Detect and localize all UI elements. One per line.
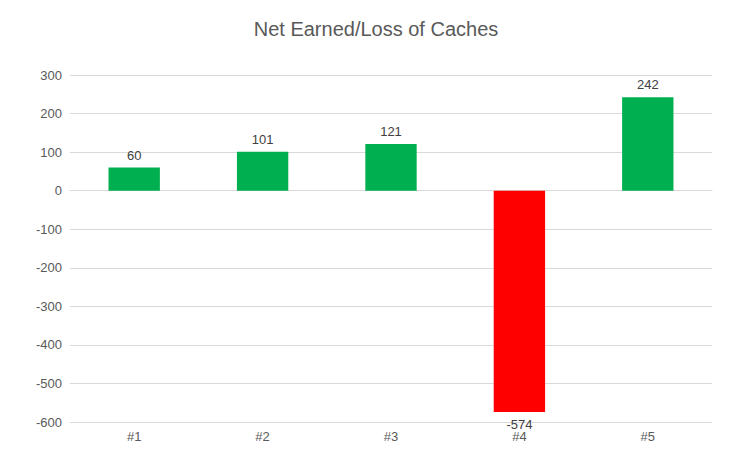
svg-text:-200: -200 bbox=[36, 260, 62, 275]
svg-text:-400: -400 bbox=[36, 337, 62, 352]
svg-text:121: 121 bbox=[380, 124, 402, 139]
svg-text:#2: #2 bbox=[255, 429, 269, 444]
svg-text:-300: -300 bbox=[36, 299, 62, 314]
svg-text:#3: #3 bbox=[384, 429, 398, 444]
svg-text:101: 101 bbox=[252, 132, 274, 147]
svg-text:300: 300 bbox=[40, 68, 62, 83]
svg-text:Net Earned/Loss of Caches: Net Earned/Loss of Caches bbox=[254, 18, 499, 40]
svg-text:0: 0 bbox=[55, 183, 62, 198]
svg-text:242: 242 bbox=[637, 77, 659, 92]
svg-text:-574: -574 bbox=[506, 417, 532, 432]
svg-text:-500: -500 bbox=[36, 376, 62, 391]
svg-text:-100: -100 bbox=[36, 222, 62, 237]
svg-text:-600: -600 bbox=[36, 415, 62, 430]
svg-text:200: 200 bbox=[40, 106, 62, 121]
svg-text:#5: #5 bbox=[641, 429, 655, 444]
svg-text:60: 60 bbox=[127, 148, 141, 163]
svg-text:100: 100 bbox=[40, 145, 62, 160]
svg-text:#1: #1 bbox=[127, 429, 141, 444]
svg-text:#4: #4 bbox=[512, 429, 527, 444]
